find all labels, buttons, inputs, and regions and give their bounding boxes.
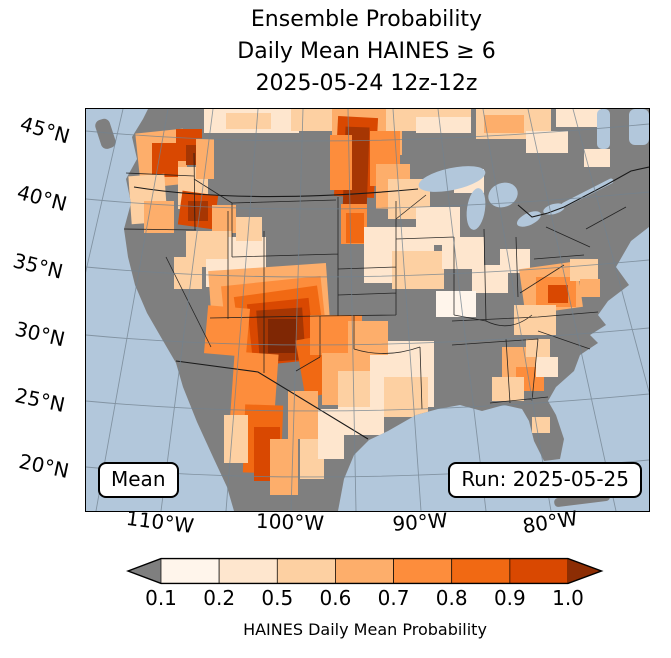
probability-cell (226, 113, 271, 129)
probability-cell (268, 319, 296, 353)
colorbar-segment (451, 558, 511, 584)
figure-title-line-2: Daily Mean HAINES ≥ 6 (237, 39, 496, 64)
gulf-of-st-lawrence (629, 109, 649, 145)
st-lawrence-river (561, 178, 614, 208)
colorbar-tick-row: 0.1 0.2 0.5 0.6 0.7 0.8 0.9 1.0 (128, 586, 602, 612)
probability-cell (514, 305, 556, 335)
probability-cell (152, 143, 178, 177)
lake-michigan (466, 188, 486, 230)
probability-cell (330, 135, 352, 190)
probability-cell (526, 131, 568, 153)
probability-cell (436, 291, 476, 317)
colorbar (126, 557, 604, 585)
probability-cell (556, 109, 601, 127)
colorbar-segment (393, 558, 453, 584)
probability-cell (536, 357, 558, 377)
figure-title-line-3: 2025-05-24 12z-12z (255, 71, 478, 96)
colorbar-tick-label: 0.5 (261, 586, 294, 610)
lake-ontario (543, 203, 565, 215)
lat-tick-label: 35°N (10, 248, 66, 284)
probability-cell (346, 213, 364, 243)
lon-tick-label: 100°W (255, 508, 325, 536)
colorbar-axis-label: HAINES Daily Mean Probability (243, 620, 487, 639)
colorbar-segment (509, 558, 569, 584)
state-border-lines (123, 152, 627, 410)
mexico-border (175, 360, 369, 440)
country-borders (133, 166, 649, 440)
colorbar-segment (160, 558, 220, 584)
vancouver-island (95, 118, 116, 149)
lat-tick-label: 25°N (12, 383, 68, 417)
lon-tick-label: 90°W (391, 508, 449, 536)
mean-label-box: Mean (98, 462, 179, 498)
probability-cell (188, 201, 208, 221)
probability-cell (174, 257, 202, 289)
colorbar-tick-label: 0.7 (377, 586, 410, 610)
colorbar-tick-label: 1.0 (552, 586, 584, 610)
probability-cell (338, 407, 384, 435)
state-borders (123, 152, 627, 410)
probability-cell (492, 377, 524, 401)
colorbar-tick-label: 0.1 (145, 586, 177, 610)
colorbar-over-arrow (568, 558, 602, 584)
colorbar-tick-label: 0.2 (203, 586, 236, 610)
probability-cell (580, 279, 600, 297)
probability-cell (570, 259, 598, 281)
probability-cell (392, 251, 444, 289)
colorbar-segment (335, 558, 394, 584)
probability-cell (532, 417, 550, 433)
graticule-lines (86, 109, 649, 511)
map: Mean Run: 2025-05-25 (85, 108, 650, 512)
lake-erie (516, 211, 542, 227)
probability-cell (584, 149, 610, 167)
probability-cell (548, 285, 568, 303)
probability-cell (442, 237, 484, 269)
james-bay (597, 109, 610, 149)
gulf-of-california (185, 405, 223, 501)
colorbar-segment (276, 558, 336, 584)
probability-cell (526, 339, 550, 357)
canada-border (133, 166, 649, 218)
colorbar-outline (126, 557, 604, 585)
lat-tick-label: 40°N (14, 179, 70, 217)
run-date-box: Run: 2025-05-25 (448, 462, 642, 498)
probability-cell (416, 117, 471, 133)
figure-title-line-1: Ensemble Probability (250, 7, 483, 32)
probability-cell (288, 391, 318, 439)
colorbar-tick-label: 0.9 (493, 586, 526, 610)
map-canvas (86, 109, 649, 511)
colorbar-canvas (126, 557, 604, 585)
probability-cell (484, 115, 524, 133)
colorbar-under-arrow (128, 558, 161, 584)
lat-tick-label: 30°N (12, 316, 68, 352)
lat-tick-label: 20°N (16, 449, 72, 483)
lake-superior (418, 166, 486, 192)
graticule-meridians (86, 109, 649, 511)
probability-cell (224, 415, 248, 463)
probability-cell (196, 139, 214, 179)
probability-cell (270, 439, 298, 495)
lake-huron (488, 182, 518, 208)
lat-tick-label: 45°N (17, 111, 73, 149)
great-lakes (185, 109, 649, 501)
colorbar-segment (218, 558, 278, 584)
colorbar-tick-label: 0.8 (435, 586, 468, 610)
colorbar-tick-label: 0.6 (319, 586, 352, 610)
probability-cell (203, 305, 251, 357)
